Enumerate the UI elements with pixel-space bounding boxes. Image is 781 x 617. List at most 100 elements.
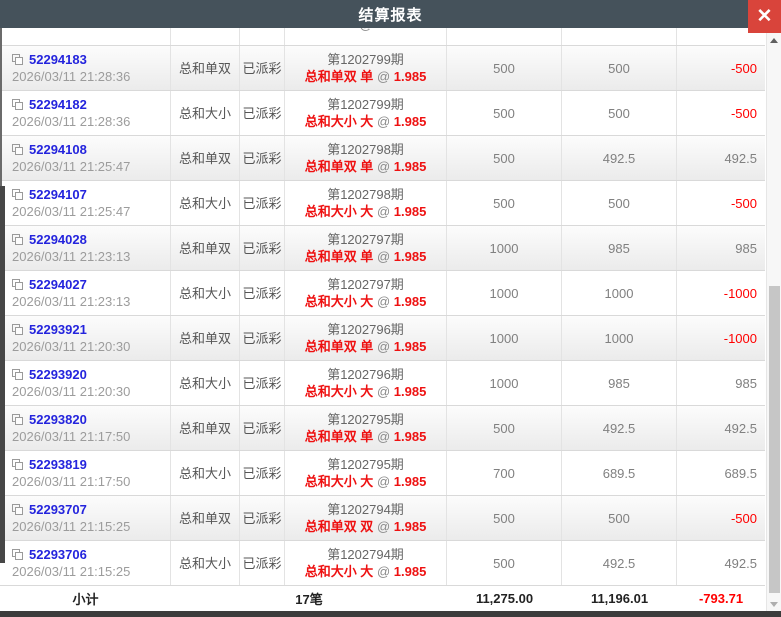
order-id-link[interactable]: 52294027 [29, 277, 87, 292]
period: 第1202796期 [327, 322, 404, 337]
result-cell: 492.5 [677, 406, 765, 450]
order-id-link[interactable]: 52293819 [29, 457, 87, 472]
copy-icon[interactable] [12, 278, 24, 291]
bet-detail-cell: 第1202798期 总和单双 单 @ 1.985 [285, 136, 447, 180]
scrollbar-thumb[interactable] [769, 286, 780, 593]
background-bottom-strip [0, 611, 781, 617]
at-symbol: @ [376, 519, 391, 534]
status-badge: 已派彩 [242, 375, 282, 391]
amount-cell: 500 [447, 91, 562, 135]
play-type: 总和单双 [178, 330, 231, 346]
valid-amount-cell: 500 [562, 496, 677, 540]
period: 第1202798期 [327, 142, 404, 157]
copy-icon[interactable] [12, 188, 24, 201]
result-cell: 985 [677, 226, 765, 270]
at-symbol: @ [376, 204, 391, 219]
scrollbar-up-arrow-icon[interactable] [770, 38, 778, 43]
win-loss-result: -500 [730, 105, 757, 121]
copy-icon[interactable] [12, 503, 24, 516]
win-loss-result: 985 [735, 240, 757, 256]
table-row: 52294107 2026/03/11 21:25:47 总和大小 已派彩 第1… [0, 181, 765, 226]
valid-amount-cell: 689.5 [562, 451, 677, 495]
close-button[interactable]: ✕ [748, 0, 781, 33]
valid-amount: 492.5 [602, 150, 636, 166]
order-id-link[interactable]: 52293921 [29, 322, 87, 337]
copy-icon[interactable] [12, 323, 24, 336]
bet-content: 总和大小 大 @ 1.985 [304, 384, 427, 399]
scrollbar[interactable] [766, 28, 781, 617]
at-symbol: @ [376, 249, 391, 264]
period: 第1202797期 [327, 232, 404, 247]
order-id-link[interactable]: 52294107 [29, 187, 87, 202]
period: 第1202795期 [327, 412, 404, 427]
copy-icon[interactable] [12, 458, 24, 471]
period: 第1202798期 [327, 187, 404, 202]
scrollbar-down-arrow-icon[interactable] [770, 602, 778, 607]
bet-amount: 1000 [489, 375, 519, 391]
bet-detail-cell: 第1202796期 总和大小 大 @ 1.985 [285, 361, 447, 405]
at-symbol: @ [376, 564, 391, 579]
play-type: 总和单双 [178, 60, 231, 76]
table-rows: 52294183 2026/03/11 21:28:36 总和单双 已派彩 第1… [0, 46, 766, 586]
win-loss-result: 492.5 [724, 555, 757, 571]
odds: 1.985 [393, 114, 427, 129]
result-cell: -1000 [677, 271, 765, 315]
status-badge: 已派彩 [242, 510, 282, 526]
background-left-edge [0, 28, 2, 186]
order-cell: 52294182 2026/03/11 21:28:36 [0, 91, 171, 135]
valid-amount: 1000 [604, 330, 634, 346]
order-timestamp: 2026/03/11 21:23:13 [12, 249, 131, 264]
play-type-cell: 总和大小 [171, 271, 240, 315]
status-badge: 已派彩 [242, 240, 282, 256]
copy-icon[interactable] [12, 368, 24, 381]
valid-amount: 500 [608, 510, 630, 526]
period: 第1202799期 [327, 97, 404, 112]
order-id-link[interactable]: 52294108 [29, 142, 87, 157]
table-row: 52293920 2026/03/11 21:20:30 总和大小 已派彩 第1… [0, 361, 765, 406]
result-cell: 492.5 [677, 541, 765, 585]
amount-cell: 500 [447, 46, 562, 90]
table-row: 52293707 2026/03/11 21:15:25 总和单双 已派彩 第1… [0, 496, 765, 541]
play-type: 总和单双 [178, 420, 231, 436]
copy-icon[interactable] [12, 548, 24, 561]
copy-icon[interactable] [12, 413, 24, 426]
status-badge: 已派彩 [242, 105, 282, 121]
valid-amount-cell: 500 [562, 181, 677, 225]
order-id-link[interactable]: 52293820 [29, 412, 87, 427]
play-type: 总和大小 [178, 555, 231, 571]
table-row: 52294027 2026/03/11 21:23:13 总和大小 已派彩 第1… [0, 271, 765, 316]
odds: 1.985 [393, 159, 427, 174]
valid-amount-cell: 985 [562, 361, 677, 405]
order-timestamp: 2026/03/11 21:17:50 [12, 474, 131, 489]
bet-detail-cell: 第1202797期 总和单双 单 @ 1.985 [285, 226, 447, 270]
bet-amount: 500 [493, 105, 515, 121]
order-id-link[interactable]: 52294028 [29, 232, 87, 247]
valid-amount-cell: 1000 [562, 271, 677, 315]
order-id-link[interactable]: 52293920 [29, 367, 87, 382]
table-row: 52293921 2026/03/11 21:20:30 总和单双 已派彩 第1… [0, 316, 765, 361]
valid-amount: 1000 [604, 285, 634, 301]
status-cell: 已派彩 [240, 361, 285, 405]
order-id-link[interactable]: 52293706 [29, 547, 87, 562]
copy-icon[interactable] [12, 143, 24, 156]
result-cell: -500 [677, 496, 765, 540]
play-type-cell: 总和单双 [171, 496, 240, 540]
order-id-link[interactable]: 52294183 [29, 52, 87, 67]
order-id-link[interactable]: 52294182 [29, 97, 87, 112]
status-badge: 已派彩 [242, 150, 282, 166]
bet-detail-cell: 第1202797期 总和大小 大 @ 1.985 [285, 271, 447, 315]
bet-content: 总和大小 大 @ 1.985 [304, 114, 427, 129]
copy-icon[interactable] [12, 53, 24, 66]
status-cell: 已派彩 [240, 226, 285, 270]
order-timestamp: 2026/03/11 21:20:30 [12, 384, 131, 399]
status-badge: 已派彩 [242, 330, 282, 346]
order-id-link[interactable]: 52293707 [29, 502, 87, 517]
at-symbol: @ [376, 159, 391, 174]
valid-amount: 500 [608, 60, 630, 76]
result-cell: -500 [677, 46, 765, 90]
at-symbol: @ [376, 474, 391, 489]
order-cell: 52293921 2026/03/11 21:20:30 [0, 316, 171, 360]
copy-icon[interactable] [12, 233, 24, 246]
valid-amount-cell: 500 [562, 91, 677, 135]
copy-icon[interactable] [12, 98, 24, 111]
